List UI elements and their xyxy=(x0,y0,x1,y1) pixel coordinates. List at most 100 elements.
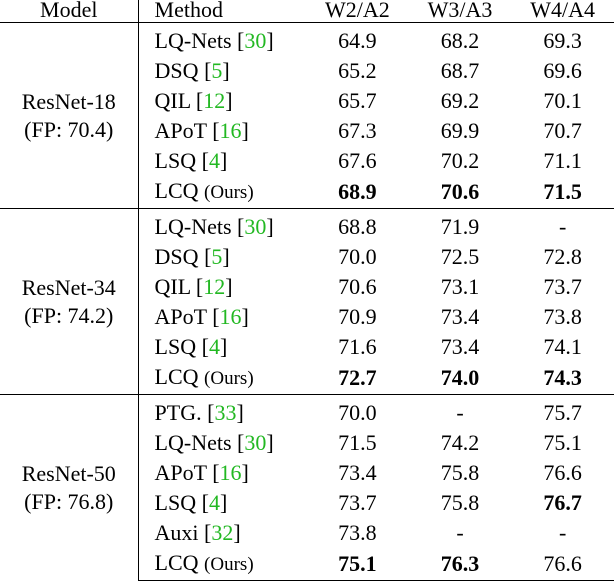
method-cell: LCQ (Ours) xyxy=(138,548,307,581)
method-name: APoT xyxy=(154,118,213,143)
citation-close-bracket: ] xyxy=(219,490,228,515)
value-w4a4: 76.6 xyxy=(543,460,582,485)
citation-close-bracket: ] xyxy=(241,118,249,143)
value-w3a3: 75.8 xyxy=(440,490,480,515)
table-row: QIL [12] 65.7 69.2 70.1 xyxy=(0,86,614,116)
citation-open-bracket: [ xyxy=(212,460,220,485)
method-cell: QIL [12] xyxy=(138,86,306,116)
value-w4a4: 73.8 xyxy=(543,304,582,329)
method-cell: APoT [16] xyxy=(138,302,306,332)
citation-close-bracket: ] xyxy=(266,214,274,239)
citation-close-bracket: ] xyxy=(241,304,249,329)
citation-link[interactable]: 16 xyxy=(219,304,242,329)
ours-label: (Ours) xyxy=(204,368,254,389)
value-w3a3: 74.2 xyxy=(440,430,480,455)
method-cell: DSQ [5] xyxy=(138,242,306,272)
method-cell: LQ-Nets [30] xyxy=(138,208,307,242)
value-w2a2: 73.7 xyxy=(338,490,377,515)
table-header: Model Method W2/A2 W3/A3 W4/A4 xyxy=(0,0,614,23)
value-w2a2: 70.6 xyxy=(338,274,377,299)
method-name: LCQ xyxy=(154,550,205,575)
table-row: DSQ [5] 70.0 72.5 72.8 xyxy=(0,242,614,272)
method-name: PTG. xyxy=(154,400,208,425)
citation-open-bracket: [ xyxy=(195,88,204,113)
model-group: ResNet-34 (FP: 74.2) LQ-Nets [30] 68.8 71.9-… xyxy=(0,208,614,395)
citation-link[interactable]: 32 xyxy=(211,520,234,545)
header-method: Method xyxy=(137,0,307,23)
citation-link[interactable]: 12 xyxy=(203,274,226,299)
table-row: LQ-Nets [30] 71.5 74.2 75.1 xyxy=(0,428,614,458)
value-w4a4: 76.6 xyxy=(511,548,614,581)
table-row: APoT [16] 70.9 73.4 73.8 xyxy=(0,302,614,332)
value-w4a4: 74.1 xyxy=(543,334,582,359)
value-w4a4: 75.7 xyxy=(511,394,614,428)
value-w2a2: 65.7 xyxy=(338,88,377,113)
method-name: APoT xyxy=(154,304,213,329)
method-name: DSQ xyxy=(154,58,205,83)
citation-close-bracket: ] xyxy=(219,334,228,359)
value-w2a2: 71.5 xyxy=(338,430,377,455)
value-w2a2: 70.0 xyxy=(306,394,409,428)
method-cell: LCQ (Ours) xyxy=(138,176,306,209)
table-row: LCQ (Ours) 75.1 76.3 76.6 xyxy=(0,548,614,581)
value-w4a4: 71.5 xyxy=(543,179,582,204)
value-w4a4: - xyxy=(511,208,614,242)
citation-link[interactable]: 30 xyxy=(244,28,267,53)
method-name: LCQ xyxy=(154,178,205,203)
method-cell: LSQ [4] xyxy=(138,146,306,176)
model-name: ResNet-34 xyxy=(21,274,116,300)
citation-open-bracket: [ xyxy=(204,520,212,545)
ours-label: (Ours) xyxy=(204,182,254,203)
value-w3a3: 76.3 xyxy=(408,548,512,581)
value-w3a3: 72.5 xyxy=(440,244,480,269)
citation-link[interactable]: 33 xyxy=(214,400,237,425)
method-cell: LSQ [4] xyxy=(138,332,306,362)
citation-link[interactable]: 30 xyxy=(244,214,267,239)
value-w3a3: 69.9 xyxy=(440,118,480,143)
header-model: Model xyxy=(0,0,139,23)
citation-link[interactable]: 16 xyxy=(219,118,242,143)
citation-close-bracket: ] xyxy=(266,430,274,455)
header-w4a4: W4/A4 xyxy=(511,0,614,23)
ours-label: (Ours) xyxy=(204,554,254,575)
citation-link[interactable]: 30 xyxy=(244,430,267,455)
model-fp: (FP: 74.2) xyxy=(24,302,114,328)
table-row: ResNet-34 (FP: 74.2) LQ-Nets [30] 68.8 71.9- xyxy=(0,208,614,395)
citation-link[interactable]: 12 xyxy=(203,88,226,113)
value-w3a3: 70.6 xyxy=(440,179,480,204)
citation-link[interactable]: 4 xyxy=(208,490,220,515)
value-w3a3: - xyxy=(456,520,464,545)
model-group: ResNet-18 (FP: 70.4) LQ-Nets [30] 64.9 68.2 6… xyxy=(0,22,614,209)
citation-open-bracket: [ xyxy=(204,58,212,83)
value-w4a4: 69.3 xyxy=(511,22,614,56)
value-w3a3: 73.4 xyxy=(440,334,480,359)
header-w2a2: W2/A2 xyxy=(306,0,409,23)
citation-link[interactable]: 16 xyxy=(219,460,242,485)
method-cell: QIL [12] xyxy=(138,272,306,302)
value-w4a4: 70.1 xyxy=(543,88,582,113)
citation-open-bracket: [ xyxy=(212,118,220,143)
value-w2a2: 67.3 xyxy=(338,118,377,143)
value-w2a2: 68.9 xyxy=(338,179,377,204)
citation-open-bracket: [ xyxy=(195,274,204,299)
citation-close-bracket: ] xyxy=(241,460,249,485)
citation-link[interactable]: 5 xyxy=(211,58,223,83)
value-w2a2: 73.8 xyxy=(338,520,377,545)
value-w4a4: 76.7 xyxy=(543,490,582,515)
value-w3a3: 73.4 xyxy=(440,304,480,329)
value-w2a2: 73.4 xyxy=(338,460,377,485)
method-cell: LQ-Nets [30] xyxy=(138,428,306,458)
table-row: LCQ (Ours) 68.9 70.6 71.5 xyxy=(0,176,614,209)
method-cell: LCQ (Ours) xyxy=(138,362,306,395)
citation-link[interactable]: 4 xyxy=(208,334,220,359)
citation-open-bracket: [ xyxy=(207,400,215,425)
table-row: LSQ [4] 67.6 70.2 71.1 xyxy=(0,146,614,176)
citation-link[interactable]: 4 xyxy=(208,148,220,173)
citation-link[interactable]: 5 xyxy=(211,244,223,269)
citation-open-bracket: [ xyxy=(201,490,209,515)
value-w2a2: 65.2 xyxy=(338,58,377,83)
table-row: LSQ [4] 71.6 73.4 74.1 xyxy=(0,332,614,362)
citation-close-bracket: ] xyxy=(236,400,244,425)
value-w2a2: 68.8 xyxy=(306,208,409,242)
